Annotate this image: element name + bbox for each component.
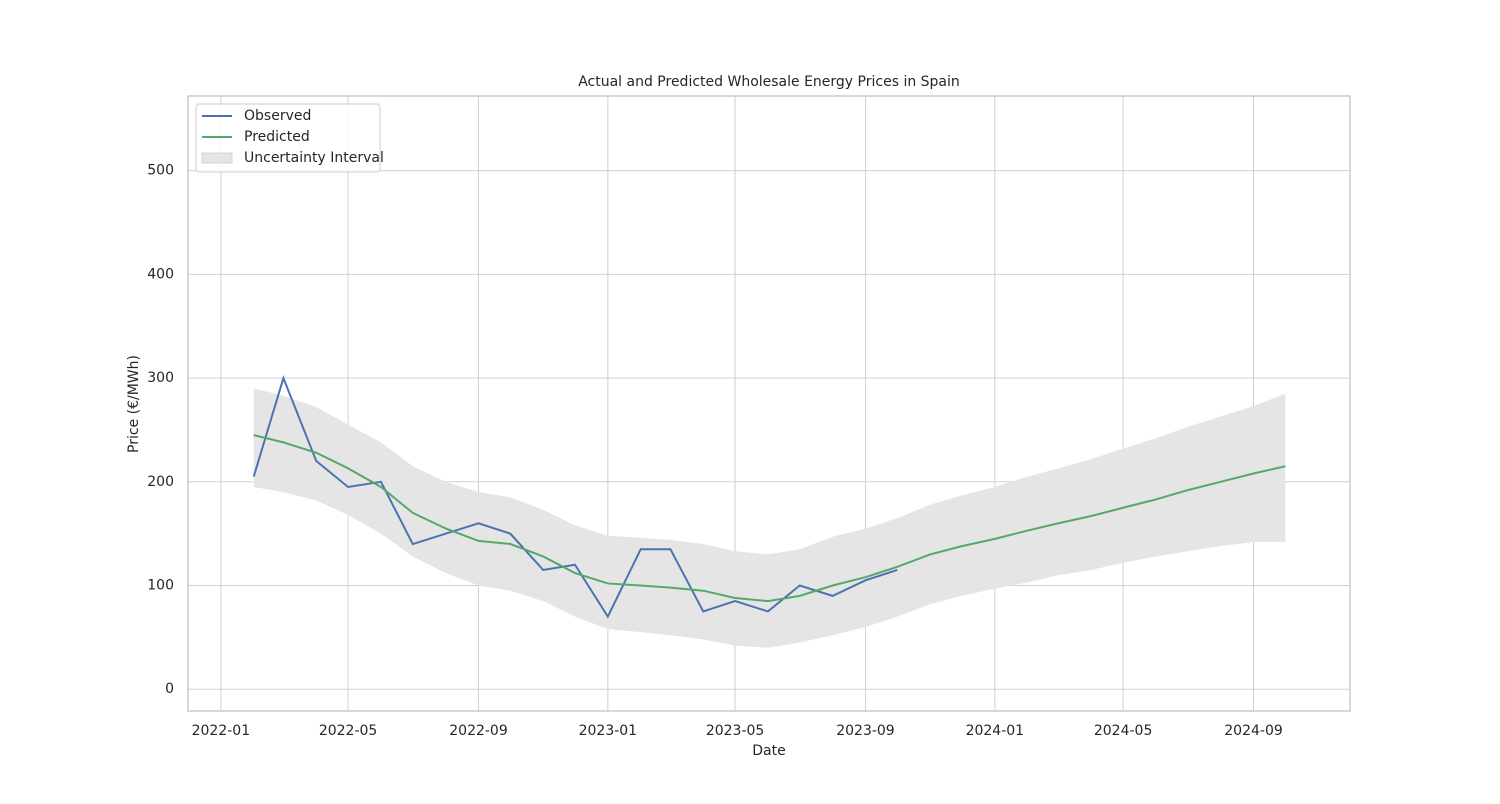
- x-tick-label: 2022-09: [449, 723, 508, 739]
- legend-label: Predicted: [244, 129, 310, 145]
- chart-title: Actual and Predicted Wholesale Energy Pr…: [578, 74, 960, 90]
- x-axis-label: Date: [752, 743, 785, 759]
- x-tick-label: 2023-05: [706, 723, 765, 739]
- y-tick-label: 200: [147, 474, 174, 490]
- x-tick-label: 2024-05: [1094, 723, 1153, 739]
- y-tick-label: 0: [165, 681, 174, 697]
- legend-label: Uncertainty Interval: [244, 150, 384, 166]
- y-tick-label: 400: [147, 266, 174, 282]
- plot-frame: [187, 95, 1351, 712]
- legend-label: Observed: [244, 108, 311, 124]
- x-tick-label: 2024-09: [1224, 723, 1283, 739]
- x-tick-label: 2023-09: [836, 723, 895, 739]
- y-tick-label: 500: [147, 163, 174, 179]
- x-tick-label: 2023-01: [579, 723, 638, 739]
- legend-box: [195, 103, 381, 173]
- y-tick-label: 300: [147, 370, 174, 386]
- data-line: [252, 375, 898, 619]
- data-line: [253, 434, 1286, 603]
- uncertainty-band: [253, 388, 1286, 648]
- y-tick-label: 100: [147, 578, 174, 594]
- legend-swatch: [201, 152, 233, 164]
- legend: Observed Predicted Uncertainty Interval: [195, 103, 384, 173]
- x-tick-label: 2024-01: [966, 723, 1025, 739]
- y-axis-label: Price (€/MWh): [126, 355, 142, 453]
- x-tick-label: 2022-05: [319, 723, 378, 739]
- x-tick-label: 2022-01: [192, 723, 251, 739]
